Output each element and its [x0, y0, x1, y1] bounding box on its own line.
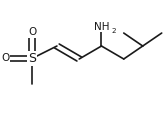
- Text: S: S: [28, 52, 36, 65]
- Text: O: O: [28, 27, 36, 37]
- Text: NH: NH: [94, 22, 109, 32]
- Text: O: O: [2, 53, 10, 63]
- Text: 2: 2: [111, 28, 116, 34]
